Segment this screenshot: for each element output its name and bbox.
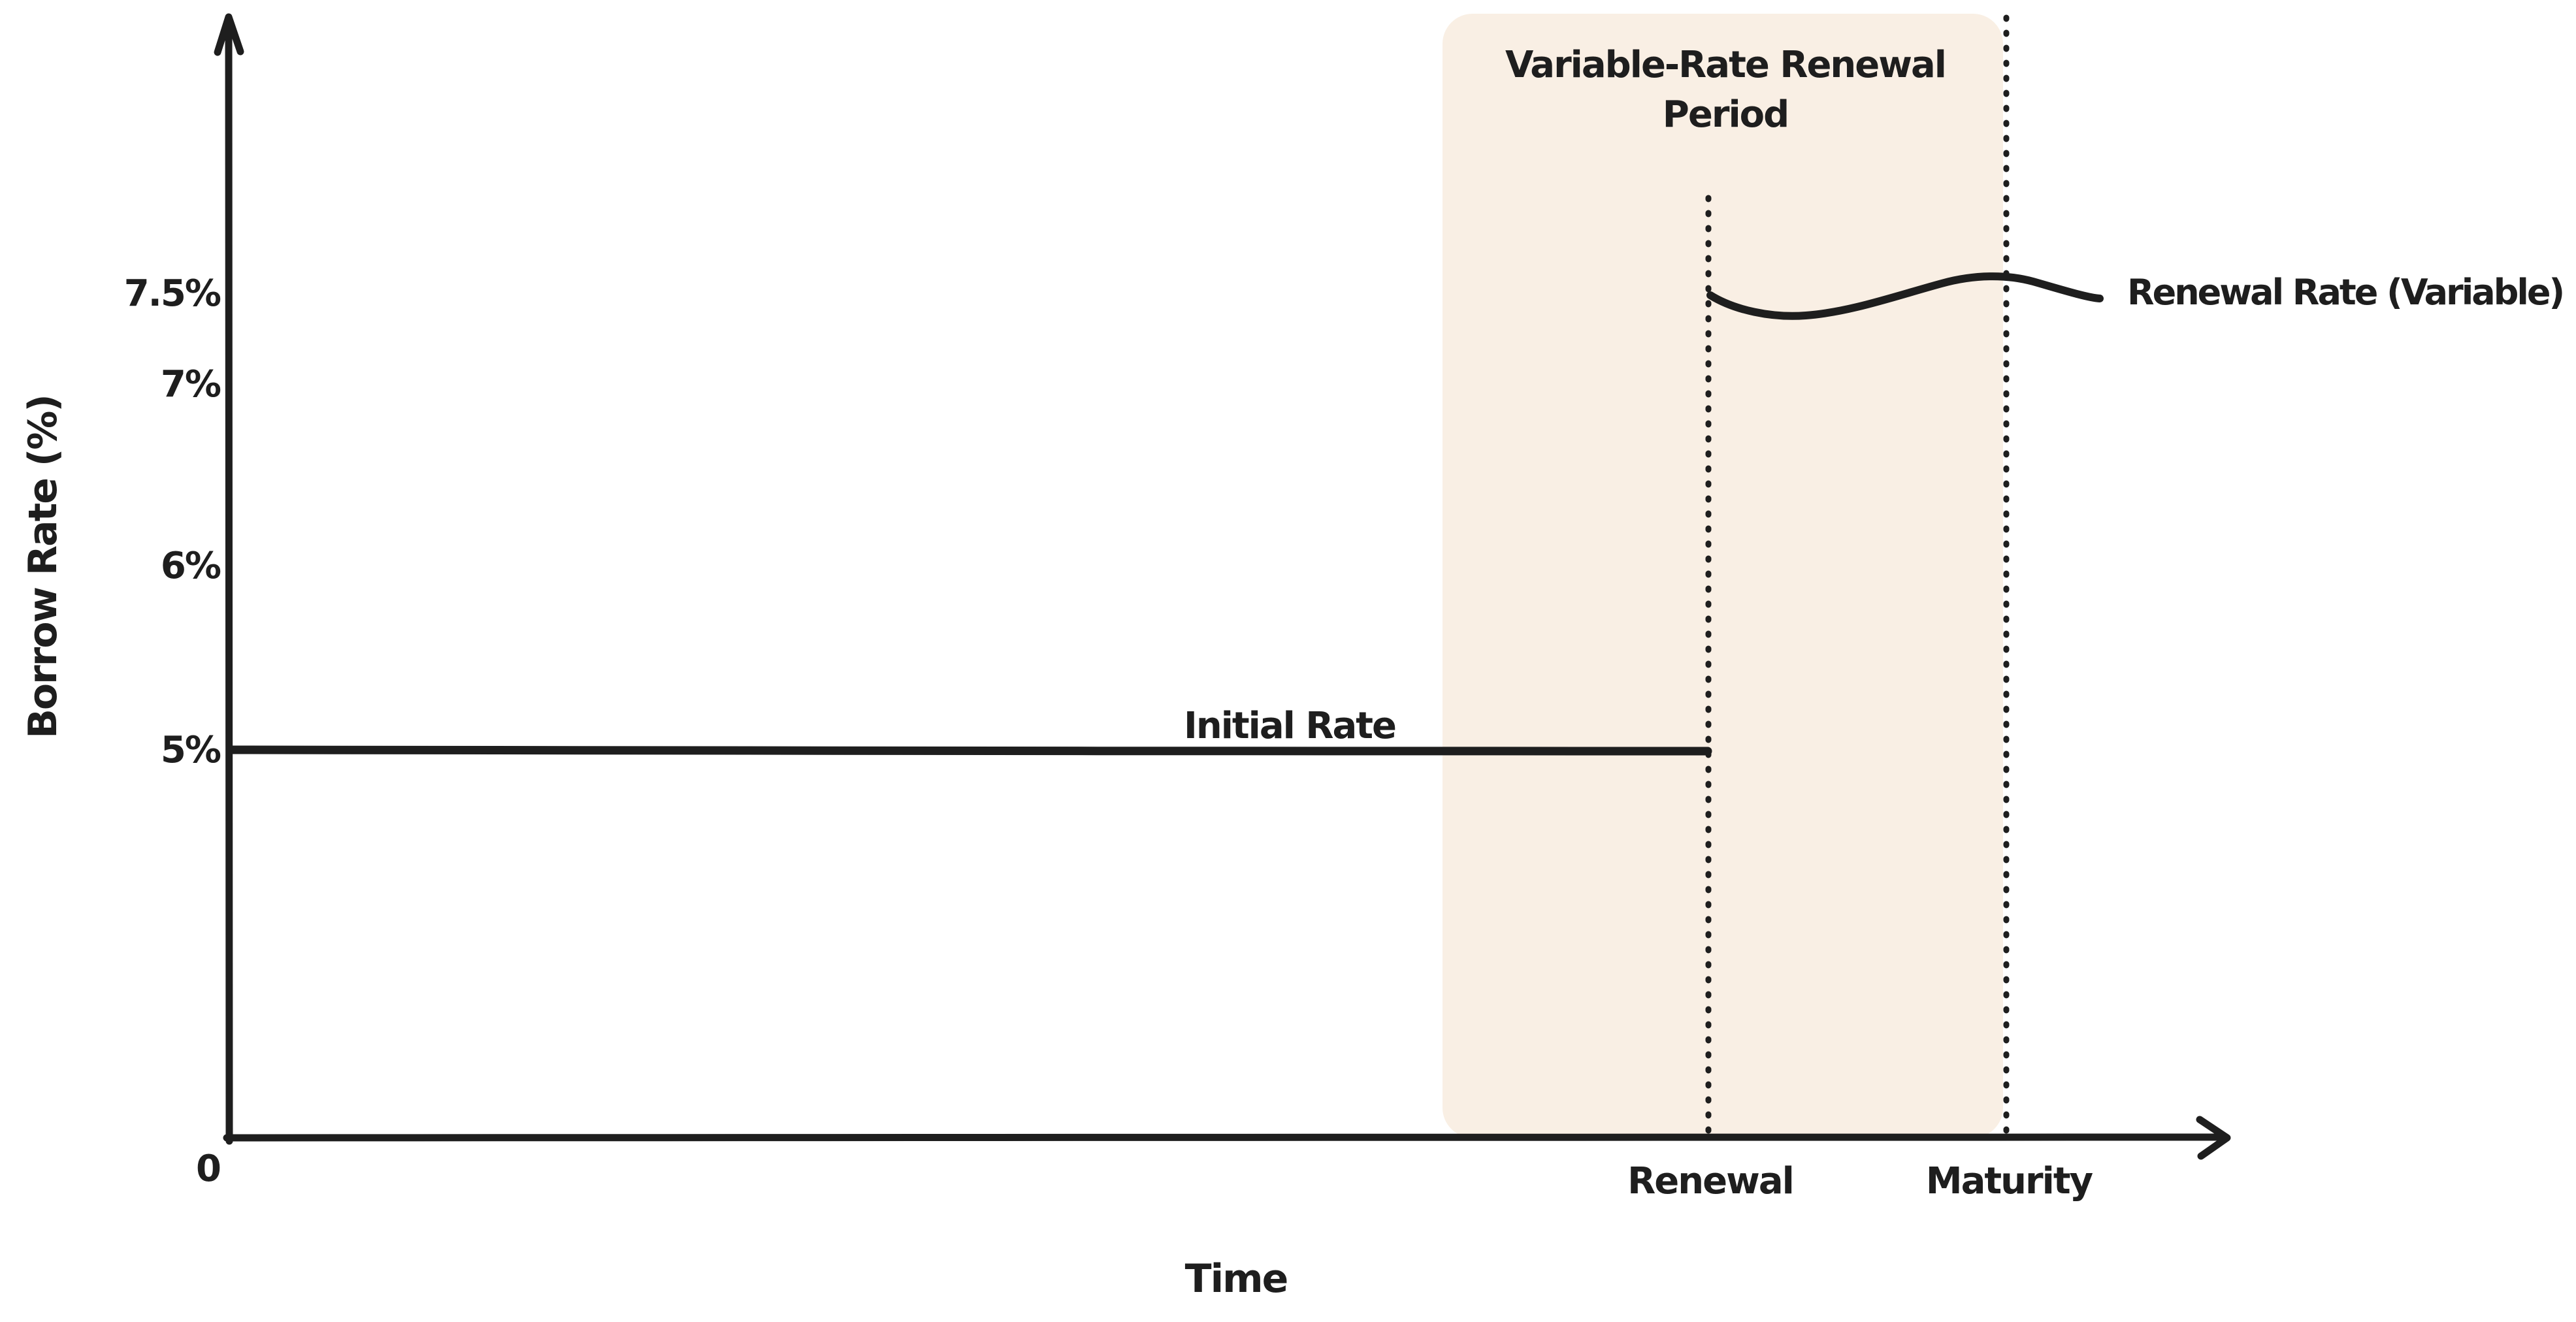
initial-rate-series-label: Initial Rate: [1183, 705, 1397, 747]
x-axis-arrowhead: [2196, 1116, 2231, 1160]
initial-rate-line: [226, 745, 1712, 756]
renewal-rate-series-label: Renewal Rate (Variable): [2127, 272, 2565, 313]
y-tick-5-percent: 5%: [160, 729, 221, 771]
x-tick-renewal: Renewal: [1627, 1160, 1795, 1202]
y-tick-7-5-percent: 7.5%: [123, 272, 221, 315]
x-axis-title: Time: [1184, 1256, 1289, 1302]
y-axis-arrowhead: [214, 13, 244, 56]
y-tick-6-percent: 6%: [160, 545, 221, 587]
x-tick-maturity: Maturity: [1925, 1160, 2093, 1202]
y-tick-zero: 0: [196, 1148, 221, 1190]
variable-rate-renewal-region: [1443, 14, 2003, 1138]
y-axis-title: Borrow Rate (%): [20, 395, 66, 739]
renewal-rate-line: [1706, 272, 2104, 320]
y-tick-7-percent: 7%: [160, 363, 221, 406]
renewal-period-region-label: Variable-Rate Renewal Period: [1505, 44, 1947, 136]
x-axis-line: [223, 1133, 2225, 1142]
